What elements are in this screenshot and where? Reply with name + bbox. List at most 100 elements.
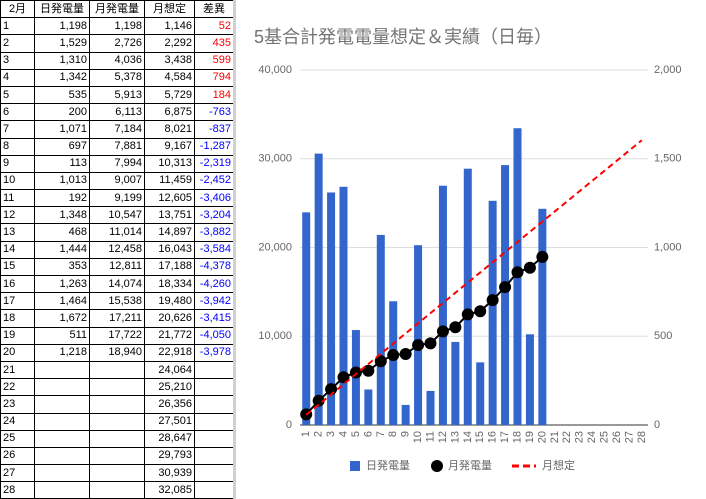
table-row: 10 1,013 9,007 11,459 -2,452 xyxy=(0,171,234,191)
table-cell: 5 xyxy=(0,85,35,105)
table-row: 16 1,263 14,074 18,334 -4,260 xyxy=(0,274,234,294)
table-row: 1 1,198 1,198 1,146 52 xyxy=(0,17,234,36)
table-cell: -3,204 xyxy=(194,206,234,225)
table-cell xyxy=(34,395,90,414)
table-cell: 1,198 xyxy=(89,17,145,36)
table-cell: 月発電量 xyxy=(89,0,145,19)
marker xyxy=(312,394,325,407)
table-row: 21 24,064 xyxy=(0,360,234,380)
x-tick-label: 20 xyxy=(536,431,548,443)
table-cell: 599 xyxy=(194,51,234,70)
table-cell: 9,007 xyxy=(89,171,145,191)
table-cell: 3,438 xyxy=(144,51,195,70)
x-tick-label: 8 xyxy=(387,431,399,437)
bar xyxy=(314,153,323,426)
marker xyxy=(474,305,487,318)
x-tick-label: 12 xyxy=(437,431,449,443)
table-cell: 2,726 xyxy=(89,34,145,53)
marker xyxy=(387,349,400,362)
table-cell: 12 xyxy=(0,206,35,225)
table-cell: 2 xyxy=(0,34,35,53)
table-cell: 19 xyxy=(0,326,35,345)
x-tick-label: 28 xyxy=(636,431,648,443)
table-cell: 7 xyxy=(0,120,35,139)
marker xyxy=(349,366,362,379)
table-cell xyxy=(34,481,90,499)
marker xyxy=(374,355,387,368)
divider xyxy=(233,0,236,499)
table-cell: 1,071 xyxy=(34,120,90,139)
table-cell: -4,260 xyxy=(194,274,234,294)
x-tick-label: 22 xyxy=(561,431,573,443)
x-tick-label: 4 xyxy=(338,431,350,437)
marker xyxy=(499,281,512,294)
bar xyxy=(438,185,447,425)
table-row: 19 511 17,722 21,772 -4,050 xyxy=(0,326,234,345)
table-cell: 1,342 xyxy=(34,68,90,87)
table-cell: 15,538 xyxy=(89,292,145,311)
bar xyxy=(389,301,398,425)
legend-swatch xyxy=(350,461,360,471)
marker xyxy=(461,308,474,321)
table-cell: 10,313 xyxy=(144,154,195,173)
marker xyxy=(511,266,524,279)
table-cell: 10,547 xyxy=(89,206,145,225)
table-cell xyxy=(194,481,234,499)
legend-label: 月発電量 xyxy=(448,458,492,472)
x-tick-label: 7 xyxy=(375,431,387,437)
table-row: 23 26,356 xyxy=(0,395,234,414)
table-cell: 23 xyxy=(0,395,35,414)
bar xyxy=(525,334,534,425)
y2-tick-label: 2,000 xyxy=(654,64,682,76)
legend-label: 月想定 xyxy=(542,458,575,472)
table-cell: 12,605 xyxy=(144,189,195,208)
marker xyxy=(412,339,425,352)
marker xyxy=(523,261,536,274)
table-cell: 12,811 xyxy=(89,257,145,277)
table-cell: 794 xyxy=(194,68,234,87)
table-cell: 435 xyxy=(194,34,234,53)
table-cell: 192 xyxy=(34,189,90,208)
table-row: 15 353 12,811 17,188 -4,378 xyxy=(0,257,234,277)
table-cell: 1,146 xyxy=(144,17,195,36)
table-row: 28 32,085 xyxy=(0,481,234,499)
table-cell: 16 xyxy=(0,274,35,294)
table-row: 20 1,218 18,940 22,918 -3,978 xyxy=(0,343,234,362)
legend-label: 日発電量 xyxy=(366,458,410,472)
table-cell: 27 xyxy=(0,464,35,483)
table-cell: 日発電量 xyxy=(34,0,90,19)
table-cell: 26 xyxy=(0,446,35,466)
table-row: 3 1,310 4,036 3,438 599 xyxy=(0,51,234,70)
table-cell: 17,211 xyxy=(89,309,145,328)
table-cell xyxy=(89,378,145,397)
table-cell: 24 xyxy=(0,412,35,431)
table-cell xyxy=(194,395,234,414)
table-cell xyxy=(194,446,234,466)
table-cell: 1,464 xyxy=(34,292,90,311)
table-cell xyxy=(194,464,234,483)
table-cell: 16,043 xyxy=(144,240,195,259)
bar xyxy=(364,389,373,425)
table-cell: 1,310 xyxy=(34,51,90,70)
table-cell: 8,021 xyxy=(144,120,195,139)
x-tick-label: 1 xyxy=(300,431,312,437)
table-row: 4 1,342 5,378 4,584 794 xyxy=(0,68,234,87)
table-row: 13 468 11,014 14,897 -3,882 xyxy=(0,223,234,242)
bar xyxy=(401,404,410,425)
table-cell: -3,978 xyxy=(194,343,234,362)
bar xyxy=(488,200,497,425)
table-cell: -3,882 xyxy=(194,223,234,242)
table-cell: 6 xyxy=(0,103,35,122)
table-cell: 13 xyxy=(0,223,35,242)
marker xyxy=(536,250,549,263)
table-cell: 2,292 xyxy=(144,34,195,53)
table-cell: 20,626 xyxy=(144,309,195,328)
x-tick-label: 10 xyxy=(412,431,424,443)
table-cell: 1 xyxy=(0,17,35,36)
x-tick-label: 13 xyxy=(449,431,461,443)
table-cell: 17 xyxy=(0,292,35,311)
table-cell: 28 xyxy=(0,481,35,499)
table-cell: 月想定 xyxy=(144,0,195,19)
table-cell xyxy=(194,429,234,448)
